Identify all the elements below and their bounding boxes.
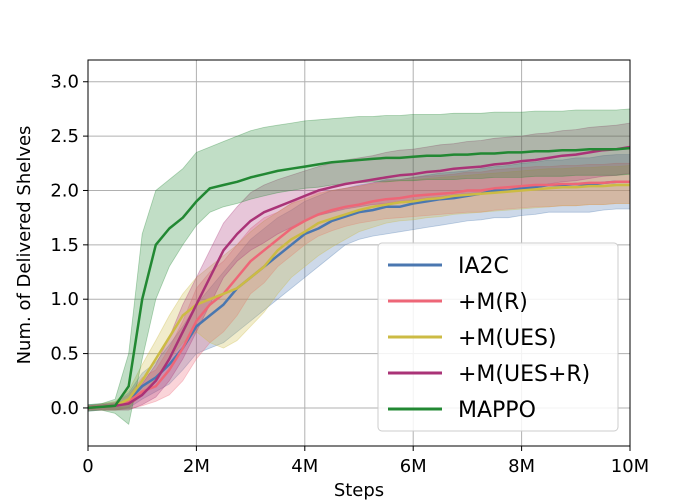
legend-box — [377, 242, 619, 432]
series-line-+M(UES) — [87, 183, 630, 410]
series-line-+M(R) — [87, 180, 630, 410]
x-tick-label: 8M — [508, 456, 535, 477]
y-tick-label: 1.0 — [50, 289, 79, 310]
x-axis-ticks: 0 2M 4M 6M 8M 10M — [82, 446, 649, 477]
legend-entry: +M(UES+R) — [458, 362, 590, 387]
series-lines — [87, 145, 631, 410]
legend: IA2C +M(R) +M(UES) +M(UES+R) MAPPO — [377, 242, 619, 432]
y-axis-label: Num. of Delivered Shelves — [14, 126, 35, 365]
y-tick-label: 0.0 — [50, 398, 79, 419]
legend-entry: +M(UES) — [458, 326, 557, 351]
x-tick-label: 4M — [291, 456, 318, 477]
y-axis-ticks: 0.0 0.5 1.0 1.5 2.0 2.5 3.0 — [50, 72, 88, 419]
y-tick-label: 0.5 — [50, 344, 79, 365]
y-tick-label: 3.0 — [50, 72, 79, 93]
legend-entry: MAPPO — [458, 398, 536, 423]
y-tick-label: 1.5 — [50, 235, 79, 256]
x-tick-label: 2M — [183, 456, 210, 477]
plot-frame — [87, 59, 631, 447]
x-tick-label: 0 — [82, 456, 93, 477]
y-tick-label: 2.0 — [50, 180, 79, 201]
x-tick-label: 6M — [400, 456, 427, 477]
series-line-MAPPO — [87, 146, 631, 410]
x-tick-label: 10M — [611, 456, 649, 477]
series-line-+M(UES+R) — [87, 145, 631, 410]
legend-entry: IA2C — [458, 254, 509, 279]
legend-entry: +M(R) — [458, 290, 528, 315]
x-axis-label: Steps — [334, 480, 384, 500]
y-tick-label: 2.5 — [50, 126, 79, 147]
